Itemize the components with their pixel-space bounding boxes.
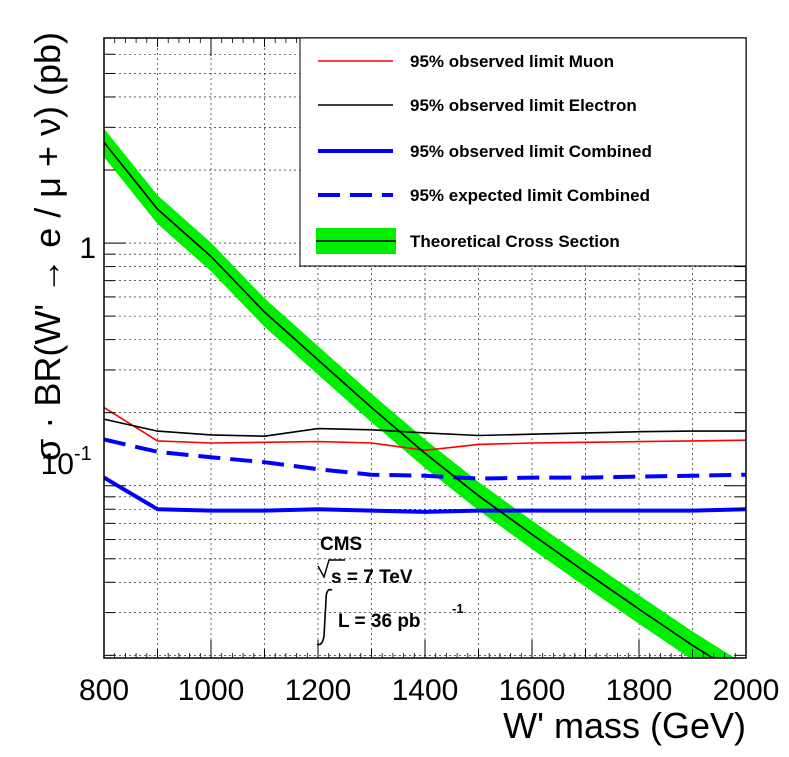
legend-label-muon: 95% observed limit Muon [410, 52, 614, 71]
theory-line [104, 141, 715, 658]
y-axis-title: σ · BR(W' → e / μ + ν) (pb) [27, 32, 68, 461]
legend-label-combined-observed: 95% observed limit Combined [410, 142, 652, 161]
y-tick-label-0.1: 10 -1 [41, 443, 92, 481]
cms-annotation: CMS s = 7 TeV L = 36 pb -1 [316, 534, 464, 646]
x-axis-title: W' mass (GeV) [503, 705, 746, 746]
legend-label-electron: 95% observed limit Electron [410, 96, 637, 115]
combined-expected-line [104, 437, 746, 481]
x-tick-label-2000: 2000 [713, 674, 780, 707]
integral-symbol [316, 588, 333, 646]
legend-label-combined-expected: 95% expected limit Combined [410, 186, 650, 205]
x-tick-labels: 800 1000 1200 1400 1600 1800 2000 [79, 674, 779, 707]
sqrt-symbol [317, 559, 345, 579]
x-tick-label-1200: 1200 [285, 674, 352, 707]
muon-observed-line [104, 406, 746, 452]
sqrt-s-label: s = 7 TeV [331, 567, 413, 588]
series-layer [104, 128, 746, 658]
combined-observed-line [104, 475, 746, 514]
x-tick-label-1800: 1800 [606, 674, 673, 707]
y-tick-label-0.1-exp: -1 [74, 443, 92, 465]
x-tick-label-800: 800 [79, 674, 129, 707]
lumi-exponent: -1 [452, 601, 464, 616]
electron-observed-line [104, 418, 746, 438]
legend: 95% observed limit Muon 95% observed lim… [299, 37, 747, 267]
legend-label-theory: Theoretical Cross Section [410, 232, 620, 251]
cms-label: CMS [320, 534, 362, 555]
x-tick-label-1000: 1000 [178, 674, 245, 707]
y-tick-label-0.1-base: 10 [41, 448, 74, 481]
y-tick-label-1: 1 [79, 232, 96, 265]
lumi-label: L = 36 pb [338, 611, 421, 632]
x-tick-label-1400: 1400 [392, 674, 459, 707]
x-tick-label-1600: 1600 [499, 674, 566, 707]
